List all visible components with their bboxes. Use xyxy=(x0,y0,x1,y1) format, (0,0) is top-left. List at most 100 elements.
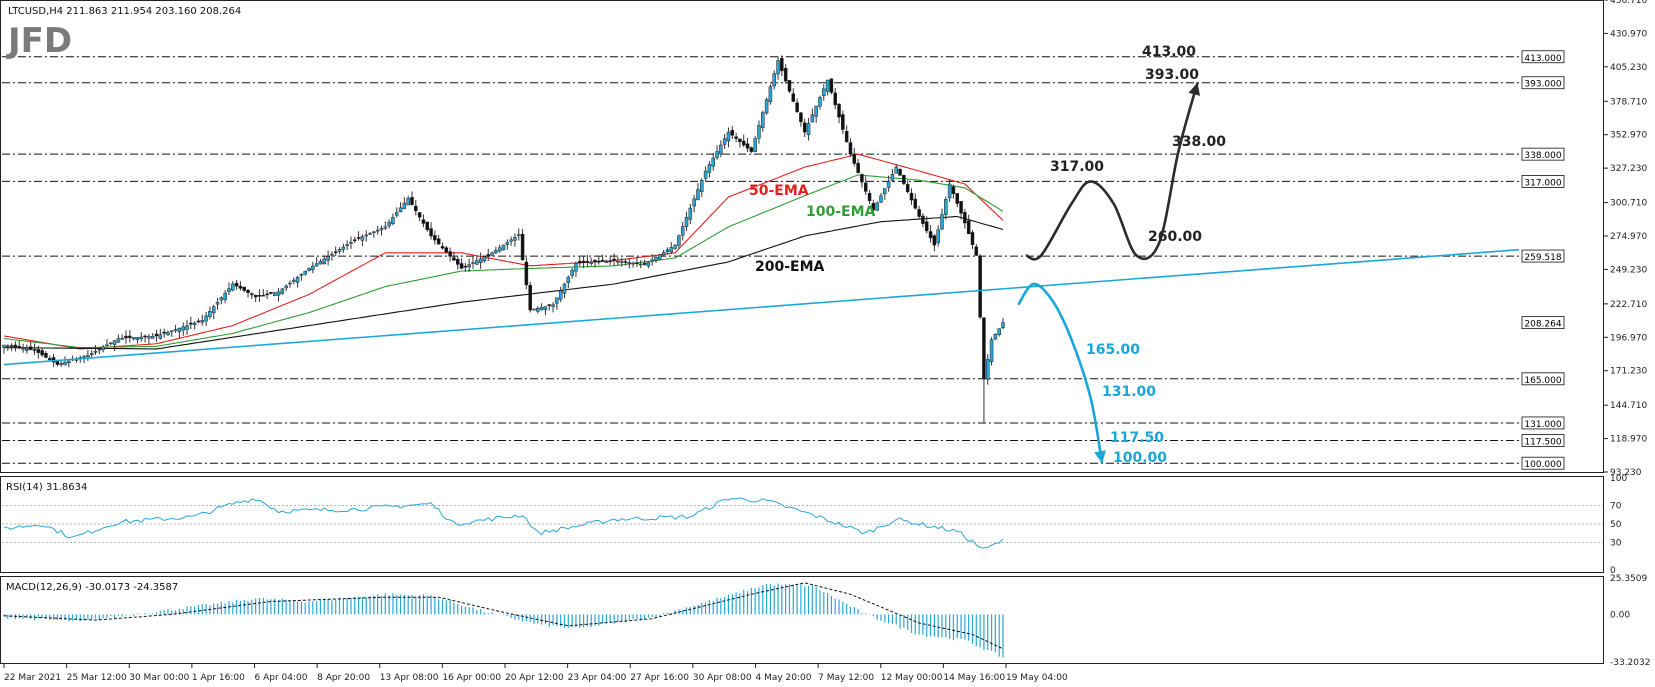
candle-body xyxy=(44,352,48,358)
bull-scenario-path xyxy=(1025,82,1199,261)
candle-body xyxy=(414,205,418,212)
candle-body xyxy=(208,311,212,317)
candle-body xyxy=(867,193,872,201)
candle-body xyxy=(311,265,315,270)
trendline-group xyxy=(3,248,1520,366)
candle-body xyxy=(429,228,433,237)
candle-body xyxy=(143,335,147,338)
candle-body xyxy=(261,294,266,297)
candle-body xyxy=(619,261,624,263)
candle-body xyxy=(353,239,357,241)
candle-body xyxy=(616,260,620,263)
candle-body xyxy=(150,335,155,339)
rsi-tick-label: 50 xyxy=(1610,520,1622,530)
candle-body xyxy=(128,335,132,339)
candle-body xyxy=(566,276,571,283)
candle-body xyxy=(494,249,498,254)
candle-body xyxy=(985,359,990,380)
level-axis-box xyxy=(1521,76,1565,90)
candle-body xyxy=(444,247,449,253)
candle-body xyxy=(749,147,754,152)
time-tick-label: 30 Mar 00:00 xyxy=(129,673,189,683)
macd-indicator: 25.3509 0.00 -33.2032 xyxy=(3,574,1650,668)
candle-body xyxy=(131,337,136,340)
rsi-tick-label: 30 xyxy=(1610,538,1622,548)
price-tick-label: 430.970 xyxy=(1610,29,1647,39)
candle-body xyxy=(993,333,998,340)
candle-body xyxy=(711,157,715,167)
candle-body xyxy=(242,286,246,291)
candle-body xyxy=(799,112,803,123)
candle-body xyxy=(776,60,780,75)
candle-body xyxy=(959,201,963,214)
time-tick-label: 14 May 16:00 xyxy=(943,673,1005,683)
time-tick-label: 20 Apr 12:00 xyxy=(505,673,564,683)
candle-body xyxy=(36,349,41,353)
candle-body xyxy=(246,290,250,293)
candle-body xyxy=(471,262,475,264)
candle-body xyxy=(673,244,677,249)
candle-body xyxy=(59,363,63,365)
candle-body xyxy=(539,307,544,311)
candle-body xyxy=(6,345,10,347)
candle-body xyxy=(909,192,914,201)
candle-body xyxy=(67,360,71,364)
candle-body xyxy=(402,202,407,210)
candle-body xyxy=(917,209,921,217)
candle-body xyxy=(398,207,403,212)
candle-body xyxy=(627,262,632,264)
candle-body xyxy=(764,99,769,114)
level-annotation: 317.00 xyxy=(1050,159,1104,175)
candle-body xyxy=(669,247,674,253)
candle-body xyxy=(292,279,296,282)
level-annotation: 100.00 xyxy=(1113,450,1167,466)
ema100-line xyxy=(3,174,1004,349)
candle-body xyxy=(425,221,429,230)
candle-body xyxy=(642,263,647,265)
candle-body xyxy=(330,253,334,256)
candle-body xyxy=(295,276,300,283)
candle-body xyxy=(360,236,365,241)
candle-body xyxy=(227,288,231,292)
time-tick-label: 8 Apr 20:00 xyxy=(317,673,370,683)
candle-body xyxy=(730,130,735,136)
candle-body xyxy=(661,252,666,256)
candle-body xyxy=(505,242,510,245)
candle-body xyxy=(860,174,864,183)
candle-body xyxy=(326,256,330,261)
candle-body xyxy=(844,130,849,143)
candle-body xyxy=(391,217,395,224)
price-tick-label: 274.970 xyxy=(1610,232,1647,242)
candle-body xyxy=(490,252,494,257)
candle-body xyxy=(86,355,90,358)
candle-body xyxy=(28,346,33,350)
candle-body xyxy=(135,336,140,340)
candle-body xyxy=(89,353,94,355)
time-tick-label: 30 Apr 08:00 xyxy=(693,673,752,683)
candle-body xyxy=(802,122,807,133)
level-axis-label: 131.000 xyxy=(1524,420,1561,430)
price-tick-label: 93.230 xyxy=(1610,468,1642,478)
candle-body xyxy=(623,261,628,263)
candle-body xyxy=(989,339,994,362)
price-tick-label: 405.230 xyxy=(1610,63,1647,73)
candle-body xyxy=(982,317,986,380)
candle-body xyxy=(947,183,952,199)
time-tick-label: 27 Apr 16:00 xyxy=(630,673,689,683)
candle-body xyxy=(528,284,532,311)
level-axis-label: 117.500 xyxy=(1524,437,1561,447)
candlesticks xyxy=(2,55,1005,423)
level-annotation: 393.00 xyxy=(1145,67,1199,83)
time-tick-label: 12 May 00:00 xyxy=(881,673,943,683)
candle-body xyxy=(715,151,719,158)
candle-body xyxy=(841,114,845,130)
ema100-label: 100-EMA xyxy=(806,204,876,220)
price-tick-label: 300.710 xyxy=(1610,199,1647,209)
scenario-paths xyxy=(1017,82,1201,464)
candle-body xyxy=(356,237,361,239)
candle-body xyxy=(734,136,738,139)
macd-pane xyxy=(0,576,1604,664)
candle-body xyxy=(272,292,277,296)
candle-body xyxy=(276,291,281,296)
candle-body xyxy=(231,283,235,291)
